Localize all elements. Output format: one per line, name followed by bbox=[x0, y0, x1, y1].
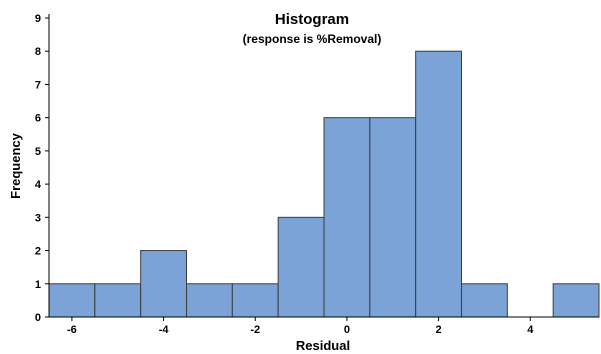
histogram-bar bbox=[140, 250, 188, 318]
y-tick-label: 0 bbox=[35, 312, 41, 324]
axes-group: 0 1 2 3 4 5 6 7 8 9 -6 -4 -2 0 2 4 bbox=[35, 13, 599, 336]
histogram-bar bbox=[461, 283, 508, 318]
x-tick-label: 4 bbox=[527, 324, 534, 336]
histogram-bar bbox=[552, 283, 600, 318]
y-tick-label: 7 bbox=[35, 79, 41, 91]
histogram-bar bbox=[323, 117, 371, 318]
y-tick-label: 9 bbox=[35, 13, 41, 25]
y-tick-label: 5 bbox=[35, 146, 41, 158]
histogram-bar bbox=[186, 283, 233, 318]
histogram-bar bbox=[277, 216, 325, 318]
x-tick-label: 0 bbox=[344, 324, 350, 336]
histogram-bar bbox=[369, 117, 417, 318]
x-axis-label: Residual bbox=[296, 338, 350, 353]
x-tick-label: 2 bbox=[436, 324, 442, 336]
x-tick-label: -2 bbox=[250, 324, 260, 336]
histogram-bar bbox=[415, 50, 462, 318]
chart-title: Histogram bbox=[275, 11, 349, 28]
histogram-bar bbox=[48, 283, 96, 318]
histogram-bar bbox=[231, 283, 279, 318]
y-tick-label: 2 bbox=[35, 246, 41, 258]
y-axis-label: Frequency bbox=[8, 132, 23, 199]
histogram-bar bbox=[94, 283, 142, 318]
x-tick-label: -6 bbox=[67, 324, 77, 336]
x-tick-label: -4 bbox=[159, 324, 170, 336]
y-tick-label: 6 bbox=[35, 113, 41, 125]
y-tick-label: 1 bbox=[35, 279, 41, 291]
y-tick-label: 4 bbox=[35, 179, 42, 191]
bars-group bbox=[48, 50, 600, 318]
y-tick-label: 8 bbox=[35, 46, 41, 58]
chart-subtitle: (response is %Removal) bbox=[243, 32, 382, 46]
y-tick-label: 3 bbox=[35, 212, 41, 224]
